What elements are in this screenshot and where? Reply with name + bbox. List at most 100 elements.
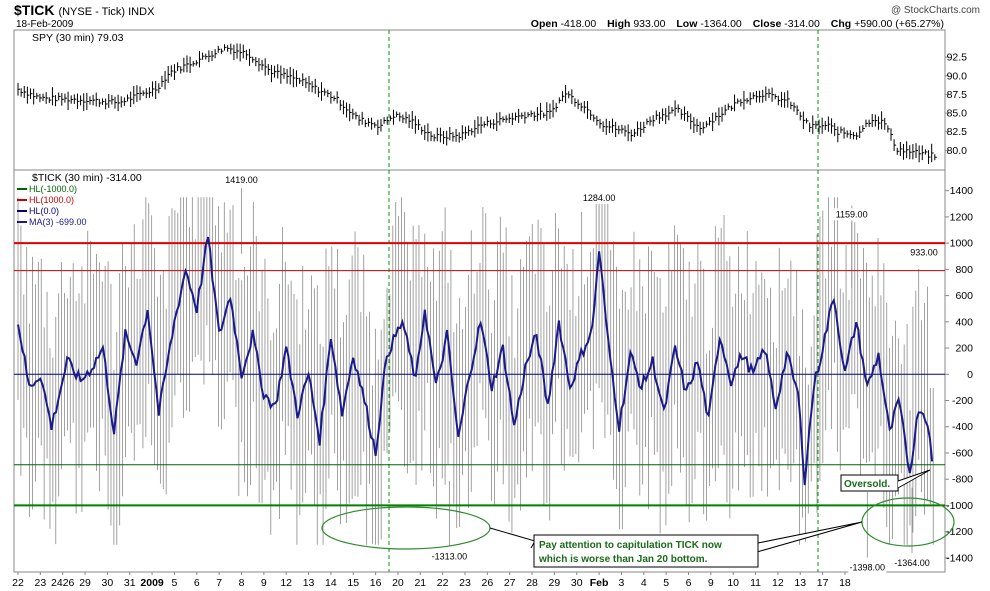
tick-y-tick-label: -1400 xyxy=(946,552,973,564)
x-tick-label: 2426 xyxy=(51,577,75,589)
x-tick-label: 2009 xyxy=(140,577,164,589)
x-tick-label: 15 xyxy=(347,577,359,589)
ticker-subtitle: (NYSE - Tick) INDX xyxy=(58,6,155,18)
x-tick-label: 5 xyxy=(663,577,669,589)
tick-ma-line xyxy=(17,236,934,486)
spy-y-axis: 92.5 90.0 87.5 85.0 82.5 80.0 xyxy=(945,52,967,157)
spy-price-bars xyxy=(17,43,937,164)
low-value: -1364.00 xyxy=(700,18,742,30)
x-tick-label: 17 xyxy=(817,577,829,589)
x-tick-label: 13 xyxy=(303,577,315,589)
x-tick-label: 30 xyxy=(102,577,114,589)
x-tick-label: Feb xyxy=(590,577,609,589)
legend-ma: MA(3) -699.00 xyxy=(29,217,87,227)
x-tick-label: 31 xyxy=(124,577,136,589)
x-tick-label: 29 xyxy=(79,577,91,589)
x-tick-label: 16 xyxy=(370,577,382,589)
tick-y-tick-label: -1000 xyxy=(946,500,973,512)
x-tick-label: 9 xyxy=(708,577,714,589)
spy-y-tick-label: 85.0 xyxy=(947,108,968,120)
oversold-label: Oversold. xyxy=(844,479,890,490)
callout-text-line1: Pay attention to capitulation TICK now xyxy=(539,540,722,551)
value-label: -1364.00 xyxy=(894,558,930,568)
open-label: Open xyxy=(530,18,558,30)
tick-y-tick-label: 0 xyxy=(967,369,973,381)
tick-y-axis: 1400 1200 1000 800 600 400 200 0 -200 -400 -600 -80… xyxy=(906,185,973,564)
x-tick-label: 22 xyxy=(12,577,24,589)
chg-value: +590.00 (+65.27%) xyxy=(854,18,944,30)
x-tick-label: 8 xyxy=(239,577,245,589)
chg-label: Chg xyxy=(830,18,852,30)
value-label: 1284.00 xyxy=(583,193,616,203)
copyright: @ StockCharts.com xyxy=(890,5,980,16)
value-label: 1159.00 xyxy=(836,209,868,219)
x-tick-label: 20 xyxy=(392,577,404,589)
callout-pointer-right xyxy=(756,521,863,553)
x-tick-label: 23 xyxy=(459,577,471,589)
x-axis-labels: 22 23 2426 29 30 31 2009 5 6 7 8 9 12 13 14 15 16 20 21 22 2… xyxy=(12,572,851,589)
tick-y-tick-label: -800 xyxy=(952,474,973,486)
value-label-bg xyxy=(430,550,469,563)
close-label: Close xyxy=(752,18,782,30)
x-tick-label: 3 xyxy=(619,577,625,589)
tick-y-tick-label: 400 xyxy=(955,316,973,328)
value-label: -1313.00 xyxy=(432,551,468,561)
open-value: -418.00 xyxy=(560,18,597,30)
value-label: 1419.00 xyxy=(225,175,258,185)
high-value: 933.00 xyxy=(633,18,666,30)
x-tick-label: 26 xyxy=(482,577,494,589)
callout-pointer xyxy=(489,527,536,549)
tick-y-tick-label: -1200 xyxy=(946,526,973,538)
tick-panel-title: $TICK (30 min) -314.00 xyxy=(32,172,142,184)
spy-y-tick-label: 82.5 xyxy=(947,126,968,138)
chart-date: 18-Feb-2009 xyxy=(16,19,74,30)
x-tick-label: 6 xyxy=(194,577,200,589)
spy-panel-frame xyxy=(13,29,946,171)
value-label-bg xyxy=(580,191,619,204)
tick-moving-average xyxy=(17,236,934,486)
value-label: -1398.00 xyxy=(850,563,886,573)
tick-y-tick-label: 1000 xyxy=(950,238,974,250)
x-tick-label: 11 xyxy=(750,577,761,589)
tick-y-tick-label: 600 xyxy=(955,290,973,302)
tick-panel-frame xyxy=(13,169,946,573)
spy-panel-title: SPY (30 min) 79.03 xyxy=(32,32,124,44)
value-label-bg xyxy=(893,557,931,570)
x-tick-label: 10 xyxy=(727,577,739,589)
x-tick-label: 27 xyxy=(504,577,516,589)
tick-y-tick-label: -600 xyxy=(952,447,973,459)
tick-range-bars xyxy=(17,188,934,558)
x-tick-label: 18 xyxy=(839,577,851,589)
x-tick-label: 28 xyxy=(526,577,538,589)
spy-y-tick-label: 92.5 xyxy=(947,52,968,64)
ohlc-summary: Open -418.00 High 933.00 Low -1364.00 Cl… xyxy=(523,18,944,30)
tick-y-tick-label: -400 xyxy=(952,421,973,433)
high-label: High xyxy=(607,18,631,30)
ticker-symbol: $TICK (NYSE - Tick) INDX xyxy=(14,2,155,18)
tick-y-tick-label: 1200 xyxy=(950,211,974,223)
legend-hl-pos: HL(1000.0) xyxy=(29,195,74,205)
callout-box xyxy=(533,534,759,568)
tick-y-tick-label: 200 xyxy=(955,343,973,355)
tick-horizontal-lines xyxy=(14,242,945,507)
value-label-bg xyxy=(848,561,887,574)
tick-y-tick-label: 1400 xyxy=(950,185,974,197)
x-tick-label: 6 xyxy=(686,577,692,589)
x-tick-label: 14 xyxy=(325,577,337,589)
callout-text-line2: which is worse than Jan 20 bottom. xyxy=(538,554,708,565)
x-tick-label: 12 xyxy=(772,577,784,589)
x-tick-label: 13 xyxy=(794,577,806,589)
low-label: Low xyxy=(676,18,698,30)
spy-y-tick-label: 80.0 xyxy=(947,145,968,157)
x-tick-label: 9 xyxy=(261,577,267,589)
x-tick-label: 29 xyxy=(549,577,561,589)
value-label-bg xyxy=(832,208,871,221)
x-tick-label: 5 xyxy=(172,577,178,589)
x-tick-label: 4 xyxy=(641,577,647,589)
legend-hl-zero: HL(0.0) xyxy=(29,206,59,216)
x-tick-label: 22 xyxy=(437,577,449,589)
last-value-label: 933.00 xyxy=(910,247,938,257)
tick-y-tick-label: 800 xyxy=(955,264,973,276)
x-tick-label: 7 xyxy=(216,577,222,589)
